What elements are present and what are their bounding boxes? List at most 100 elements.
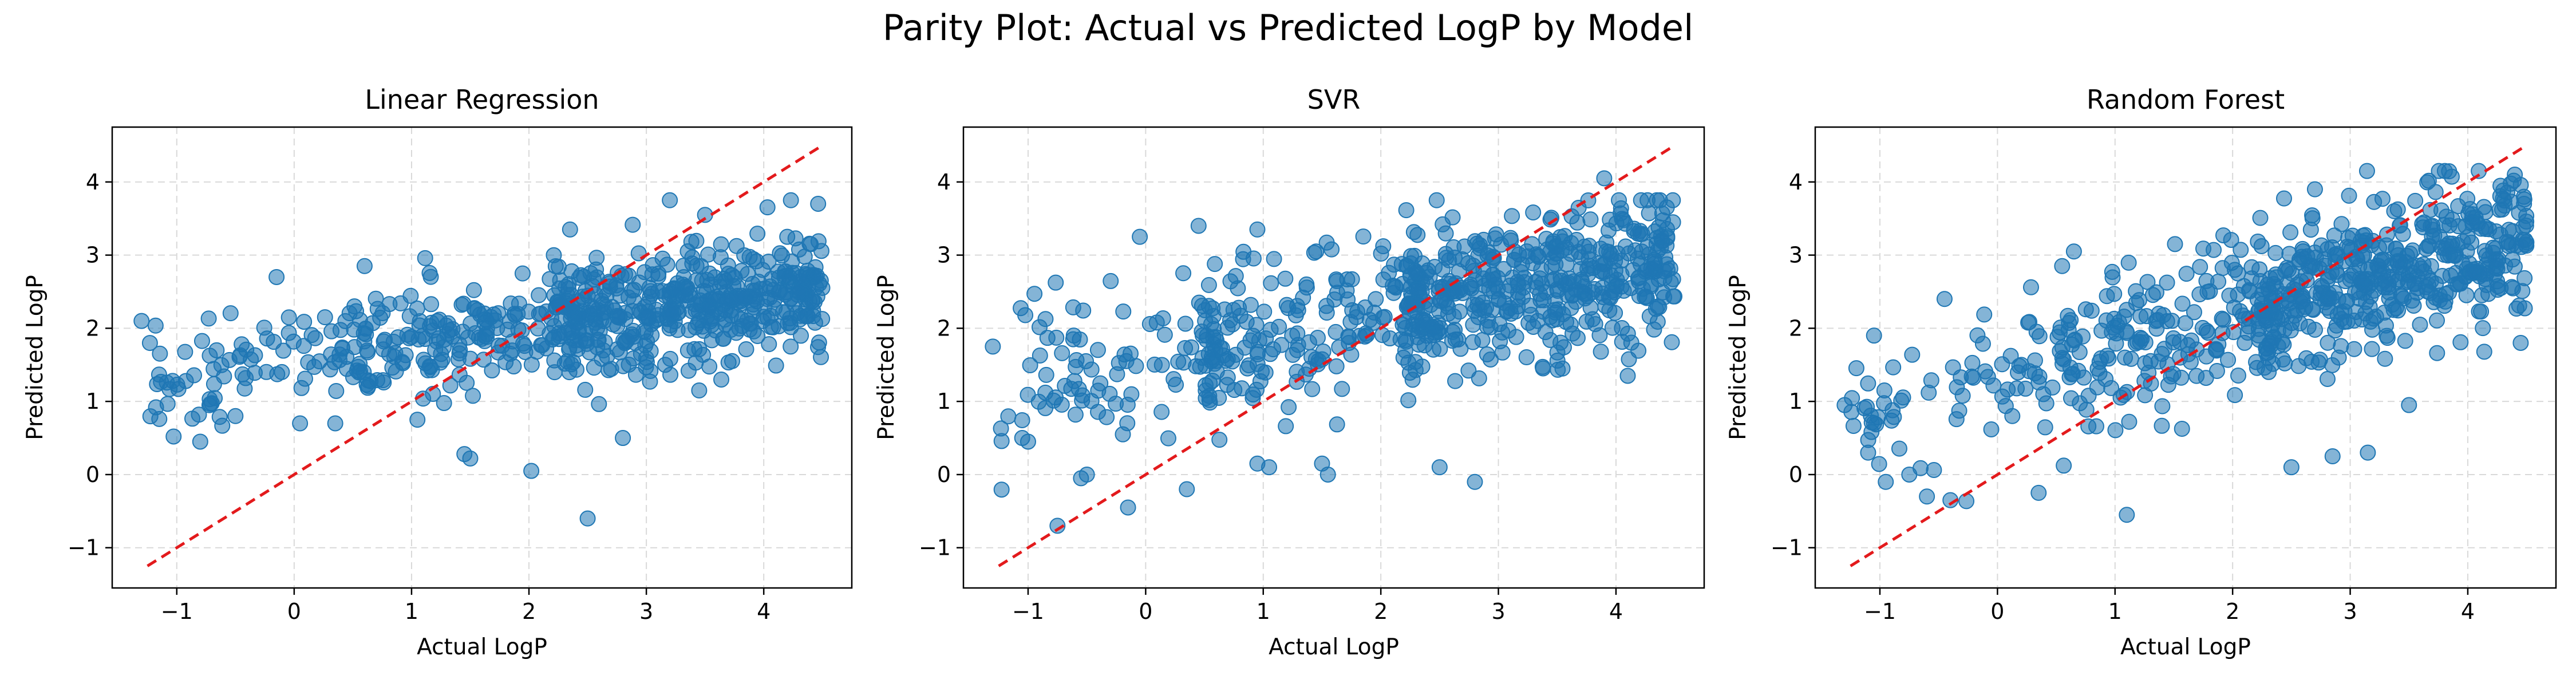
data-point	[1271, 318, 1287, 335]
data-point	[1067, 406, 1084, 423]
data-point	[642, 373, 658, 390]
data-point	[376, 333, 392, 350]
data-point	[1328, 358, 1345, 374]
data-point	[1519, 248, 1536, 264]
x-tick-label: 2	[2226, 599, 2239, 624]
data-point	[1919, 488, 1935, 505]
data-point	[1983, 421, 2000, 438]
data-point	[2263, 334, 2280, 350]
data-point	[1926, 461, 1942, 478]
data-point	[2128, 283, 2144, 299]
data-point	[2358, 163, 2375, 179]
data-point	[1400, 392, 1417, 409]
data-point	[1115, 426, 1131, 443]
data-point	[596, 282, 613, 299]
data-point	[1630, 226, 1646, 242]
data-point	[1090, 382, 1107, 399]
data-point	[2324, 448, 2341, 464]
data-point	[1891, 440, 1907, 457]
data-point	[147, 317, 164, 334]
data-point	[1601, 302, 1618, 319]
data-point	[1510, 291, 1526, 308]
data-point	[1065, 331, 1081, 348]
data-point	[1234, 380, 1250, 397]
data-point	[611, 308, 628, 325]
data-point	[1057, 377, 1073, 394]
data-point	[1242, 297, 1259, 313]
data-point	[300, 354, 317, 370]
data-point	[351, 311, 368, 328]
data-point	[1520, 314, 1537, 331]
data-point	[1318, 234, 1335, 251]
data-point	[609, 341, 625, 358]
data-point	[2093, 350, 2109, 366]
data-point	[1866, 327, 1882, 344]
data-point	[317, 309, 333, 326]
subplot-1: −1 0 1 2 3 4 −1 0 1 2 3 4 Linear Regression Actual Lo…	[22, 84, 853, 660]
data-point	[2119, 302, 2135, 318]
data-point	[2054, 258, 2071, 274]
data-point	[659, 256, 675, 273]
data-point	[1471, 370, 1487, 386]
data-point	[1177, 339, 1194, 356]
data-point	[1836, 397, 1853, 413]
data-point	[2253, 238, 2270, 255]
data-point	[1465, 317, 1481, 333]
data-point	[1619, 368, 1636, 384]
data-point	[1958, 493, 1975, 510]
data-point	[1207, 256, 1223, 273]
x-tick-label: −1	[161, 599, 193, 624]
data-point	[2167, 236, 2183, 252]
data-point	[621, 329, 637, 345]
data-point	[1319, 466, 1336, 483]
data-point	[2464, 265, 2481, 282]
data-point	[1198, 382, 1214, 399]
data-point	[2038, 395, 2055, 412]
data-point	[643, 327, 660, 344]
data-point	[490, 344, 507, 361]
data-point	[1258, 330, 1274, 347]
data-point	[1452, 341, 1469, 357]
data-point	[691, 382, 708, 398]
data-point	[680, 362, 697, 379]
data-point	[356, 258, 373, 274]
data-point	[1504, 208, 1520, 224]
x-tick-label: 0	[1990, 599, 2004, 624]
data-point	[2326, 227, 2342, 244]
data-point	[1424, 327, 1440, 344]
data-point	[1848, 360, 1864, 377]
data-point	[2333, 304, 2349, 321]
data-point	[2343, 267, 2360, 284]
data-point	[1103, 273, 1119, 289]
data-point	[1895, 389, 1911, 406]
data-point	[222, 305, 239, 322]
data-point	[427, 341, 444, 358]
data-point	[1965, 369, 1982, 386]
data-point	[627, 366, 644, 383]
data-point	[141, 335, 158, 352]
y-tick-label: 4	[86, 169, 100, 195]
data-point	[1165, 371, 1182, 388]
data-point	[2360, 444, 2376, 461]
data-point	[2450, 198, 2467, 215]
data-point	[1964, 354, 1981, 371]
data-point	[713, 371, 730, 388]
y-tick-label: −1	[68, 535, 100, 560]
data-point	[803, 236, 819, 252]
data-point	[227, 408, 244, 424]
data-point	[1281, 399, 1297, 416]
data-point	[2275, 190, 2292, 207]
data-point	[1227, 268, 1244, 285]
data-point	[2436, 246, 2452, 263]
data-point	[1603, 250, 1619, 267]
data-point	[1652, 192, 1668, 208]
data-point	[523, 463, 540, 479]
data-point	[792, 269, 809, 285]
data-point	[1368, 291, 1384, 307]
data-point	[1048, 329, 1065, 346]
data-point	[1438, 250, 1455, 266]
data-point	[684, 249, 701, 266]
data-point	[485, 306, 502, 323]
data-point	[1030, 393, 1047, 410]
x-tick-label: 1	[1257, 599, 1270, 624]
